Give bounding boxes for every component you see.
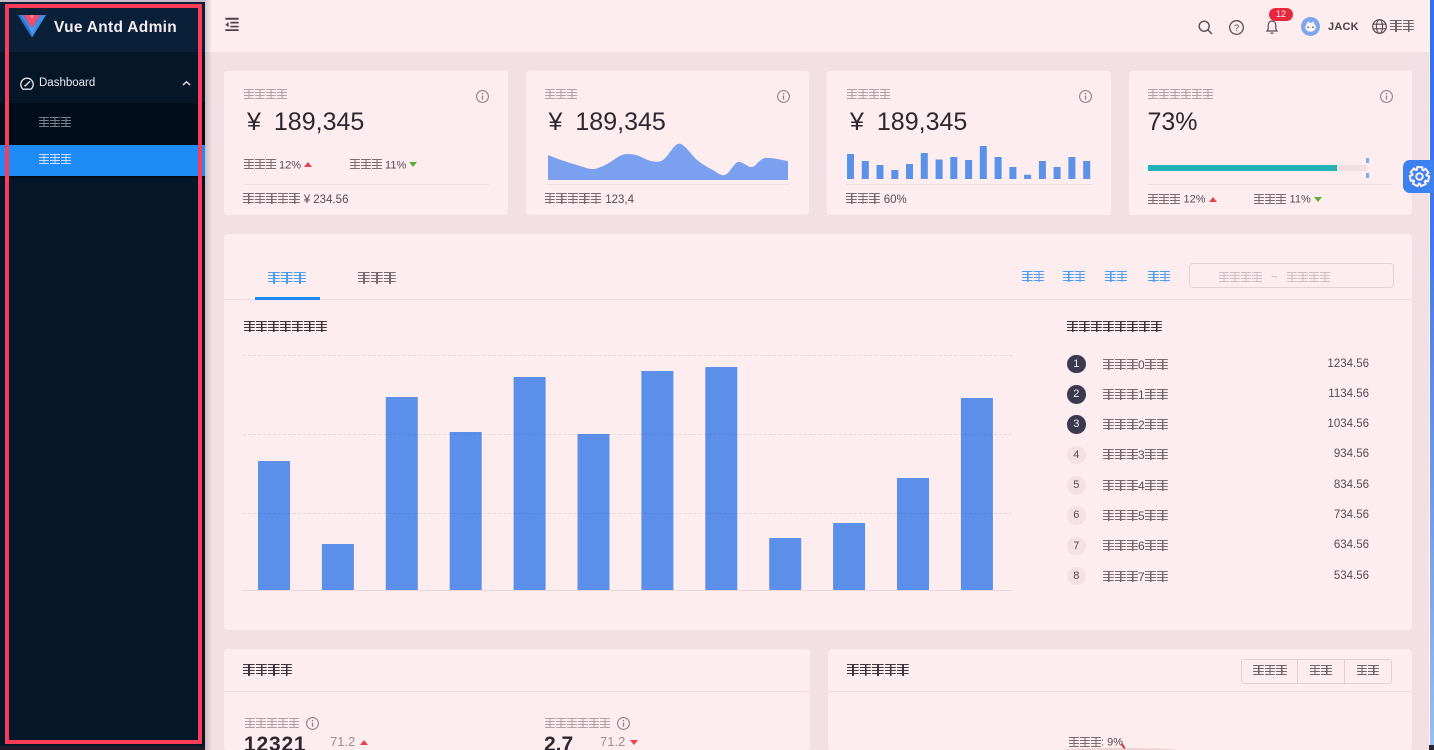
svg-text:?: ? bbox=[1234, 23, 1239, 34]
